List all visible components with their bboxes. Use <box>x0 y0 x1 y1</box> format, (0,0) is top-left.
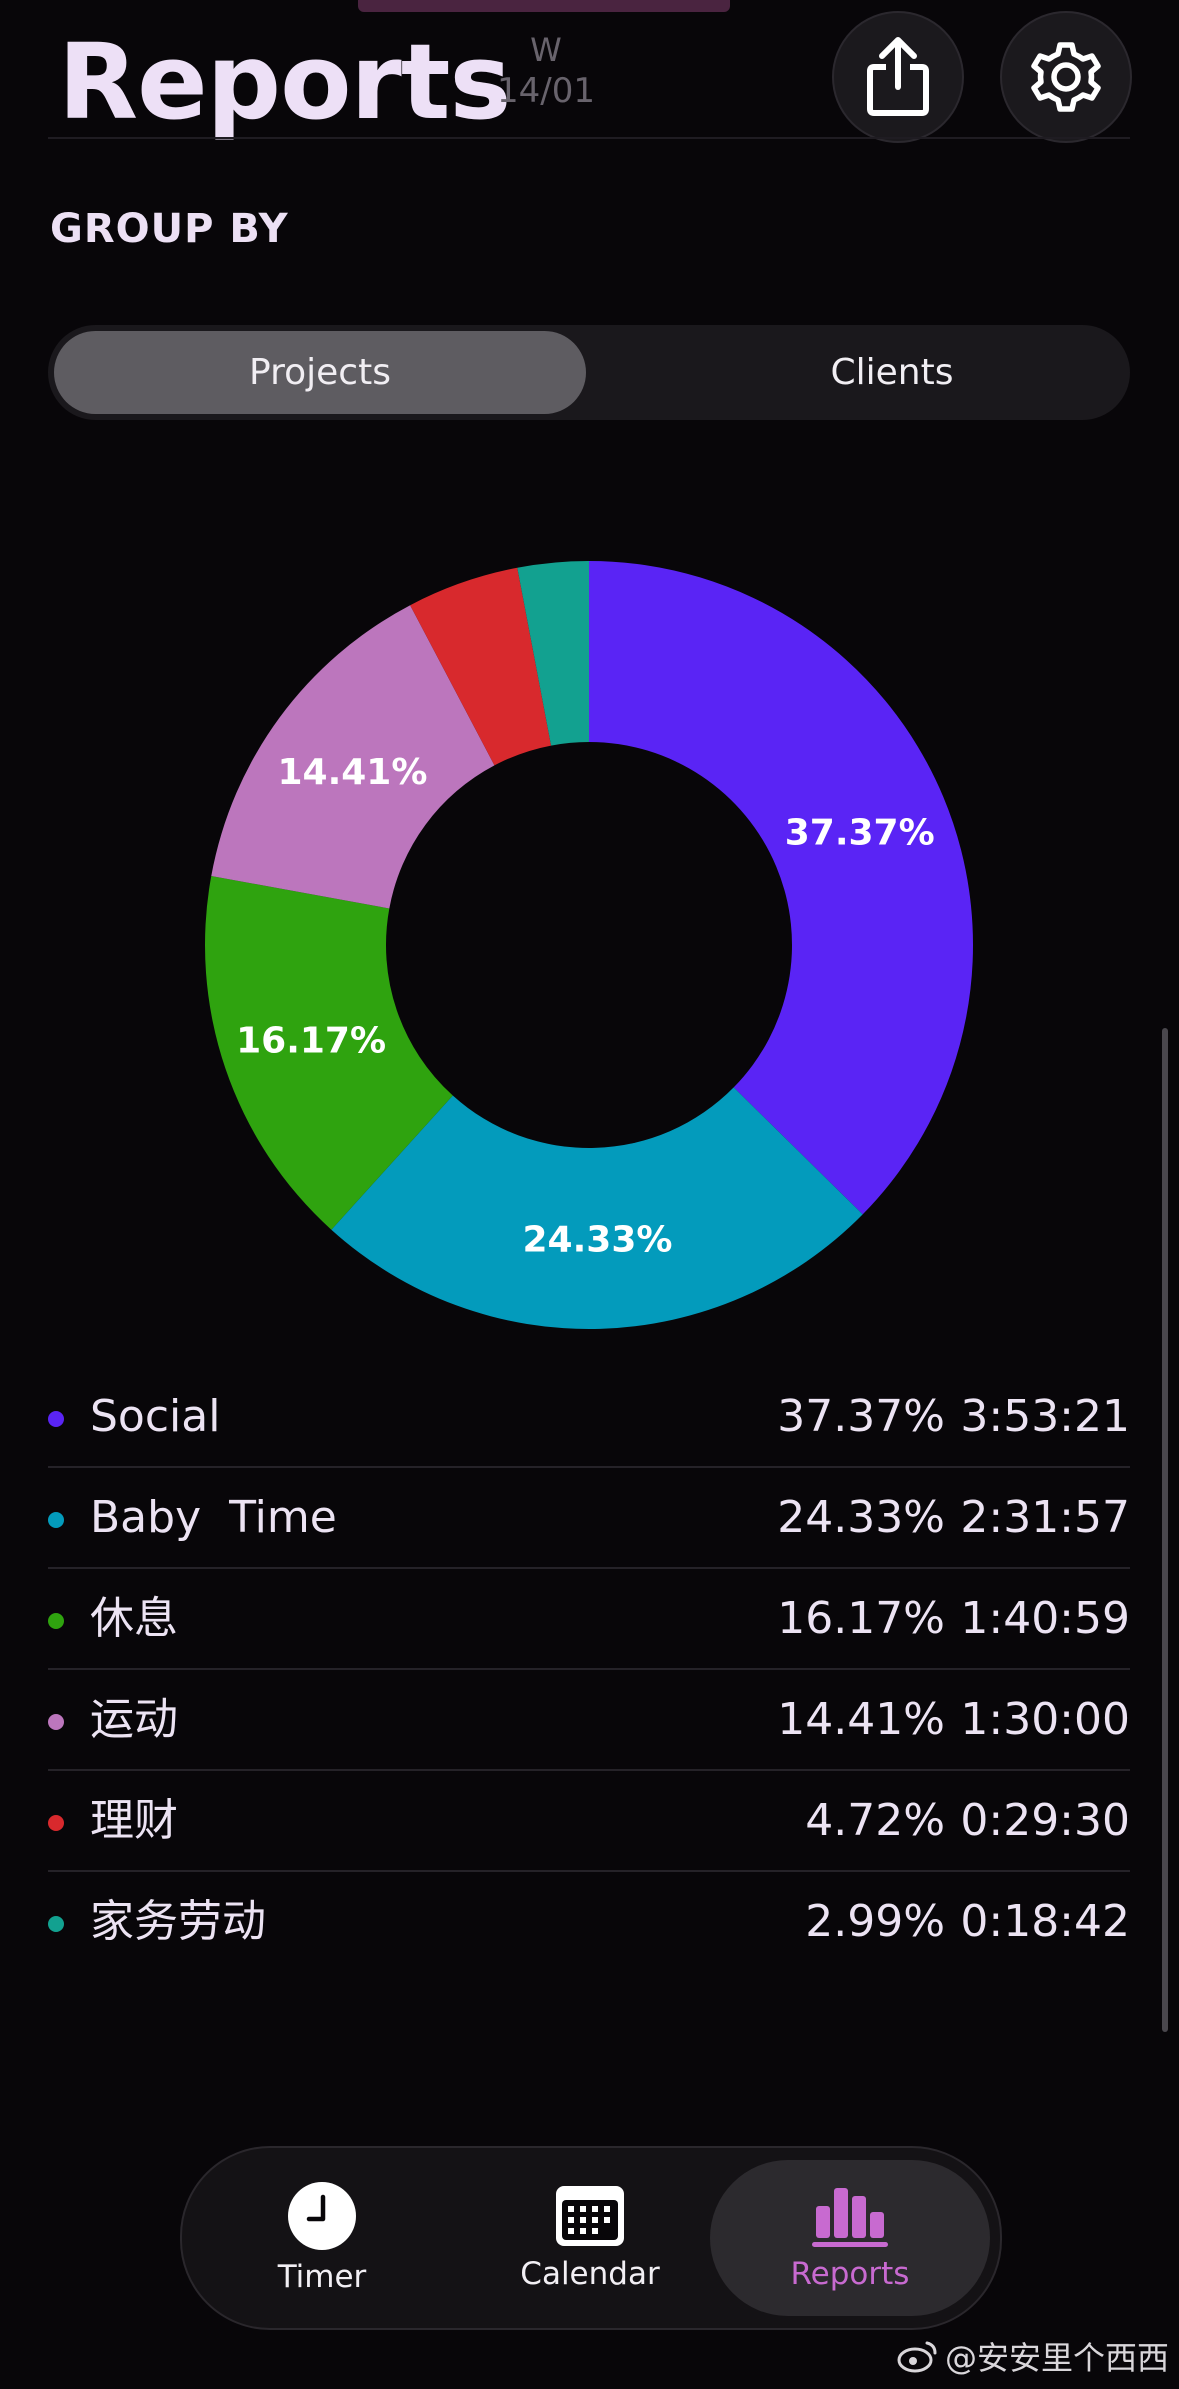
legend-color-dot <box>48 1411 64 1427</box>
slice-data-label: 16.17% <box>236 1020 386 1061</box>
previous-bar-remnant <box>358 0 730 12</box>
donut-slice[interactable] <box>589 561 973 1215</box>
donut-slice[interactable] <box>331 1087 863 1329</box>
legend-name: 运动 <box>90 1694 178 1745</box>
legend-duration: 3:53:21 <box>960 1391 1130 1442</box>
donut-slice[interactable] <box>205 875 453 1230</box>
legend-row-housework[interactable]: 家务劳动 2.99% 0:18:42 <box>48 1872 1130 1971</box>
legend-percent: 24.33% <box>777 1492 945 1543</box>
segment-projects[interactable]: Projects <box>54 331 586 414</box>
legend-color-dot <box>48 1714 64 1730</box>
tab-label: Calendar <box>520 2256 660 2292</box>
tab-timer[interactable]: Timer <box>182 2160 462 2316</box>
legend-row-baby-time[interactable]: Baby Time 24.33% 2:31:57 <box>48 1468 1130 1569</box>
legend-percent: 2.99% <box>805 1896 945 1947</box>
scrollbar[interactable] <box>1162 1028 1168 2032</box>
legend-color-dot <box>48 1815 64 1831</box>
bottom-tab-bar: Timer Calendar <box>180 2146 1002 2330</box>
legend-duration: 1:40:59 <box>960 1593 1130 1644</box>
donut-slice[interactable] <box>211 605 495 909</box>
header-divider <box>48 137 1130 139</box>
legend-row-rest[interactable]: 休息 16.17% 1:40:59 <box>48 1569 1130 1670</box>
gear-icon <box>1031 42 1101 112</box>
slice-data-label: 14.41% <box>277 752 427 793</box>
slice-data-label: 24.33% <box>523 1219 673 1260</box>
group-by-segmented-control: Projects Clients <box>48 325 1130 420</box>
week-label: W <box>530 31 562 69</box>
clock-icon <box>288 2182 356 2250</box>
weibo-icon <box>897 2341 937 2373</box>
legend-duration: 0:18:42 <box>960 1896 1130 1947</box>
legend-duration: 1:30:00 <box>960 1694 1130 1745</box>
tab-label: Timer <box>277 2259 367 2295</box>
legend-percent: 4.72% <box>805 1795 945 1846</box>
legend-name: 理财 <box>90 1795 178 1846</box>
watermark-text: @安安里个西西 <box>944 2339 1169 2377</box>
group-by-label: GROUP BY <box>50 206 289 252</box>
legend-percent: 14.41% <box>777 1694 945 1745</box>
bar-chart-icon <box>812 2188 888 2247</box>
calendar-icon <box>556 2186 624 2246</box>
legend-list: Social 37.37% 3:53:21 Baby Time 24.33% 2… <box>48 1367 1130 1971</box>
legend-color-dot <box>48 1512 64 1528</box>
slice-data-label: 37.37% <box>785 813 935 854</box>
legend-percent: 37.37% <box>777 1391 945 1442</box>
page-title: Reports <box>58 21 511 143</box>
legend-name: 家务劳动 <box>90 1896 266 1947</box>
segment-clients[interactable]: Clients <box>830 352 954 393</box>
legend-color-dot <box>48 1613 64 1629</box>
tab-label: Reports <box>790 2256 910 2292</box>
legend-duration: 2:31:57 <box>960 1492 1130 1543</box>
legend-name: Baby Time <box>90 1492 337 1543</box>
settings-button[interactable] <box>1000 11 1132 143</box>
share-icon <box>867 37 929 116</box>
legend-row-social[interactable]: Social 37.37% 3:53:21 <box>48 1367 1130 1468</box>
tab-calendar[interactable]: Calendar <box>450 2160 730 2316</box>
share-button[interactable] <box>832 11 964 143</box>
legend-row-exercise[interactable]: 运动 14.41% 1:30:00 <box>48 1670 1130 1771</box>
watermark: @安安里个西西 <box>897 2333 1169 2379</box>
donut-slice[interactable] <box>410 567 552 766</box>
week-date: 14/01 <box>497 71 595 111</box>
legend-color-dot <box>48 1916 64 1932</box>
tab-reports[interactable]: Reports <box>710 2160 990 2316</box>
legend-row-finance[interactable]: 理财 4.72% 0:29:30 <box>48 1771 1130 1872</box>
legend-percent: 16.17% <box>777 1593 945 1644</box>
legend-duration: 0:29:30 <box>960 1795 1130 1846</box>
donut-chart: 37.37% 24.33% 16.17% 14.41% <box>205 561 973 1329</box>
legend-name: Social <box>90 1391 221 1442</box>
legend-name: 休息 <box>90 1593 178 1644</box>
donut-slice[interactable] <box>517 561 589 746</box>
